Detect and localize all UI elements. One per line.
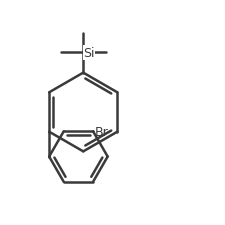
Text: Br: Br — [94, 126, 108, 139]
Text: Si: Si — [83, 47, 95, 60]
